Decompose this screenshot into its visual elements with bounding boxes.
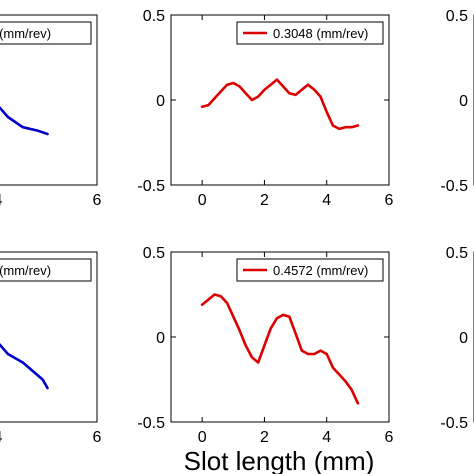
y-tick-label: -0.5 — [137, 415, 165, 432]
y-tick-label: -0.5 — [440, 415, 468, 432]
subplot-top-middle: 0 2 4 6 0.5 0 -0.5 0.3048 (mm/rev) — [137, 8, 393, 209]
y-tick-label: 0.5 — [143, 245, 165, 262]
subplot-grid: 4 6 40 (mm/rev) 0 2 4 6 0.5 0 -0.5 0.3048 (mm/rev)… — [0, 8, 474, 446]
y-tick-label: 0 — [156, 330, 165, 347]
x-tick-label: 2 — [260, 192, 269, 209]
x-tick-label: 4 — [322, 192, 331, 209]
shared-x-axis-label: Slot length (mm) — [184, 446, 375, 474]
y-tick-label: 0 — [459, 330, 468, 347]
series-line-0 — [0, 105, 49, 136]
x-tick-label: 2 — [260, 429, 269, 446]
subplot-bottom-left: 4 6 64 (mm/rev) — [0, 251, 102, 446]
series-line-0 — [0, 342, 49, 390]
subplot-bottom-right: 0.5 0 -0.5 — [440, 245, 474, 432]
x-tick-label: 0 — [198, 429, 207, 446]
subplot-top-left: 4 6 40 (mm/rev) — [0, 14, 102, 209]
x-tick-label: 4 — [0, 192, 3, 209]
x-tick-label: 6 — [93, 192, 102, 209]
legend-box — [0, 21, 92, 45]
y-tick-label: -0.5 — [137, 178, 165, 195]
x-tick-label: 6 — [93, 429, 102, 446]
y-tick-label: 0 — [459, 93, 468, 110]
x-tick-label: 4 — [0, 429, 3, 446]
y-tick-label: -0.5 — [440, 178, 468, 195]
x-tick-label: 4 — [322, 429, 331, 446]
legend-box — [236, 258, 384, 282]
subplot-top-right: 0.5 0 -0.5 — [440, 8, 474, 195]
y-tick-label: 0.5 — [446, 8, 468, 25]
y-tick-label: 0.5 — [446, 245, 468, 262]
y-tick-label: 0 — [156, 93, 165, 110]
legend-label: 0.4572 (mm/rev) — [273, 263, 368, 278]
x-tick-label: 6 — [385, 192, 394, 209]
series-line-0 — [200, 78, 360, 131]
subplot-bottom-middle: 0 2 4 6 0.5 0 -0.5 0.4572 (mm/rev) — [137, 245, 393, 446]
series-line-0 — [200, 293, 360, 405]
legend-label: 64 (mm/rev) — [0, 263, 51, 278]
x-tick-label: 6 — [385, 429, 394, 446]
y-tick-label: 0.5 — [143, 8, 165, 25]
legend-box — [0, 258, 92, 282]
legend-label: 0.3048 (mm/rev) — [273, 26, 368, 41]
legend-box — [236, 21, 384, 45]
x-tick-label: 0 — [198, 192, 207, 209]
legend-label: 40 (mm/rev) — [0, 26, 51, 41]
